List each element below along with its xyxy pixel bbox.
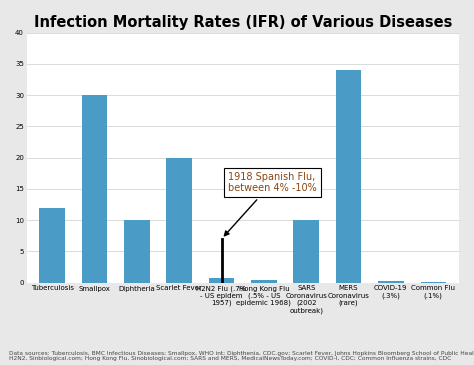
Text: 1918 Spanish Flu,
between 4% -10%: 1918 Spanish Flu, between 4% -10% (224, 172, 317, 236)
Text: Data sources: Tuberculosis, BMC Infectious Diseases; Smallpox, WHO int; Diphthen: Data sources: Tuberculosis, BMC Infectio… (9, 350, 474, 361)
Bar (420, 282, 446, 283)
Bar (166, 158, 192, 283)
Bar (293, 220, 319, 283)
Bar (209, 278, 234, 283)
Bar (336, 70, 361, 283)
Bar (39, 208, 65, 283)
Bar (124, 220, 150, 283)
Title: Infection Mortality Rates (IFR) of Various Diseases: Infection Mortality Rates (IFR) of Vario… (34, 15, 452, 30)
Bar (82, 95, 107, 283)
Bar (378, 281, 403, 283)
Bar (251, 280, 276, 283)
